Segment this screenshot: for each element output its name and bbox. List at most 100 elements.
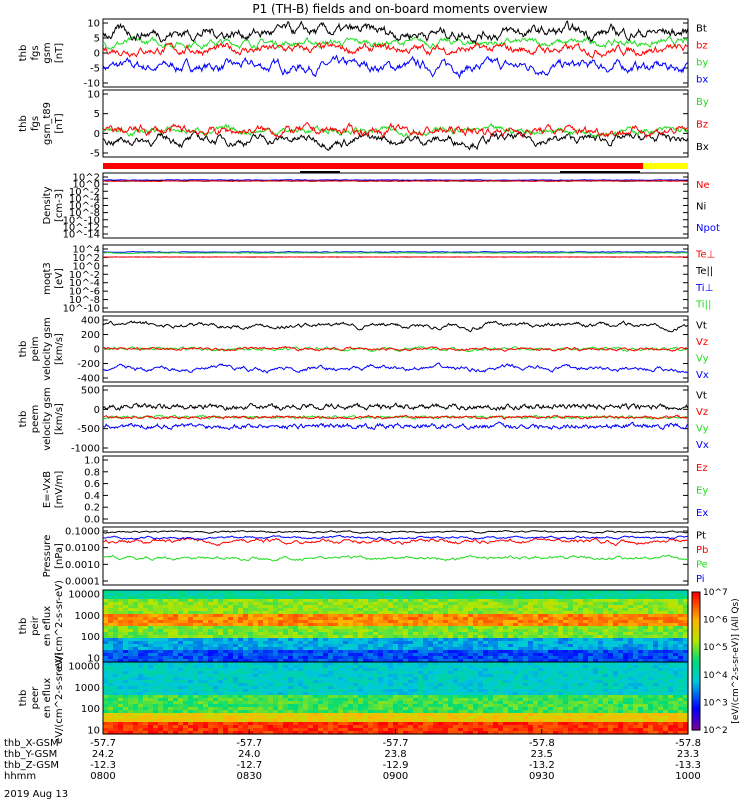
spectro-cell — [138, 641, 144, 645]
spectro-cell — [348, 629, 354, 633]
spectro-cell — [183, 677, 189, 681]
spectro-cell — [363, 629, 369, 633]
spectro-cell — [573, 647, 579, 651]
spectro-cell — [458, 692, 464, 696]
spectro-cell — [443, 593, 449, 597]
spectro-cell — [488, 698, 494, 702]
spectro-cell — [348, 686, 354, 690]
y-axis-label: peer — [30, 686, 41, 710]
spectro-cell — [363, 683, 369, 687]
spectro-cell — [278, 593, 284, 597]
spectro-cell — [113, 716, 119, 720]
spectro-cell — [508, 626, 514, 630]
spectro-cell — [158, 647, 164, 651]
spectro-cell — [213, 668, 219, 672]
spectro-cell — [408, 692, 414, 696]
spectro-cell — [133, 683, 139, 687]
spectro-cell — [128, 647, 134, 651]
spectro-cell — [338, 677, 344, 681]
spectro-cell — [453, 635, 459, 639]
spectro-cell — [283, 632, 289, 636]
spectro-cell — [388, 674, 394, 678]
spectro-cell — [173, 653, 179, 657]
spectro-cell — [363, 686, 369, 690]
y-tick-label: 0.0100 — [65, 543, 100, 554]
panel-frame — [102, 526, 689, 586]
spectro-cell — [348, 617, 354, 621]
spectro-cell — [343, 674, 349, 678]
spectro-cell — [348, 704, 354, 708]
spectro-cell — [268, 593, 274, 597]
spectro-cell — [113, 632, 119, 636]
spectro-cell — [173, 668, 179, 672]
spectro-cell — [298, 629, 304, 633]
spectro-cell — [328, 602, 334, 606]
spectro-cell — [133, 710, 139, 714]
spectro-cell — [103, 635, 109, 639]
spectro-cell — [413, 623, 419, 627]
spectro-cell — [408, 683, 414, 687]
spectro-cell — [478, 590, 484, 594]
spectro-cell — [103, 683, 109, 687]
spectro-cell — [538, 641, 544, 645]
spectro-cell — [408, 680, 414, 684]
spectro-cell — [238, 671, 244, 675]
spectro-cell — [458, 716, 464, 720]
series-Vx — [102, 362, 689, 374]
spectro-cell — [308, 716, 314, 720]
spectro-cell — [488, 713, 494, 717]
spectro-cell — [173, 686, 179, 690]
spectro-cell — [343, 641, 349, 645]
spectro-cell — [488, 650, 494, 654]
spectro-cell — [443, 716, 449, 720]
spectro-cell — [318, 605, 324, 609]
spectro-cell — [213, 599, 219, 603]
spectro-cell — [668, 605, 674, 609]
spectro-cell — [108, 623, 114, 627]
spectro-cell — [183, 641, 189, 645]
spectro-cell — [448, 674, 454, 678]
spectro-cell — [373, 692, 379, 696]
spectro-cell — [133, 596, 139, 600]
spectro-cell — [608, 635, 614, 639]
spectro-cell — [138, 635, 144, 639]
y-tick-label: 100 — [81, 632, 100, 643]
spectro-cell — [263, 614, 269, 618]
spectro-cell — [333, 626, 339, 630]
spectro-cell — [233, 635, 239, 639]
y-tick-label: 400 — [81, 316, 100, 327]
spectro-cell — [598, 626, 604, 630]
spectro-cell — [198, 665, 204, 669]
spectro-cell — [323, 731, 329, 735]
y-tick-label: 10^-6 — [69, 201, 100, 212]
spectro-cell — [478, 614, 484, 618]
spectro-cell — [263, 683, 269, 687]
spectro-cell — [468, 644, 474, 648]
spectro-cell — [363, 692, 369, 696]
spectro-cell — [238, 698, 244, 702]
spectro-cell — [398, 638, 404, 642]
spectro-cell — [563, 590, 569, 594]
spectro-cell — [568, 653, 574, 657]
spectro-cell — [228, 605, 234, 609]
spectro-cell — [248, 659, 254, 663]
spectro-cell — [438, 605, 444, 609]
spectro-cell — [368, 638, 374, 642]
spectro-cell — [258, 599, 264, 603]
spectro-cell — [158, 650, 164, 654]
spectro-cell — [603, 635, 609, 639]
spectro-cell — [218, 605, 224, 609]
spectro-cell — [568, 632, 574, 636]
spectro-cell — [278, 665, 284, 669]
spectro-cell — [133, 689, 139, 693]
spectro-cell — [313, 638, 319, 642]
spectro-cell — [133, 653, 139, 657]
spectro-cell — [328, 599, 334, 603]
spectro-cell — [628, 608, 634, 612]
spectro-cell — [313, 605, 319, 609]
spectro-cell — [258, 602, 264, 606]
panel-frame — [102, 89, 689, 158]
spectro-cell — [228, 599, 234, 603]
spectro-cell — [198, 644, 204, 648]
spectro-cell — [673, 656, 679, 660]
